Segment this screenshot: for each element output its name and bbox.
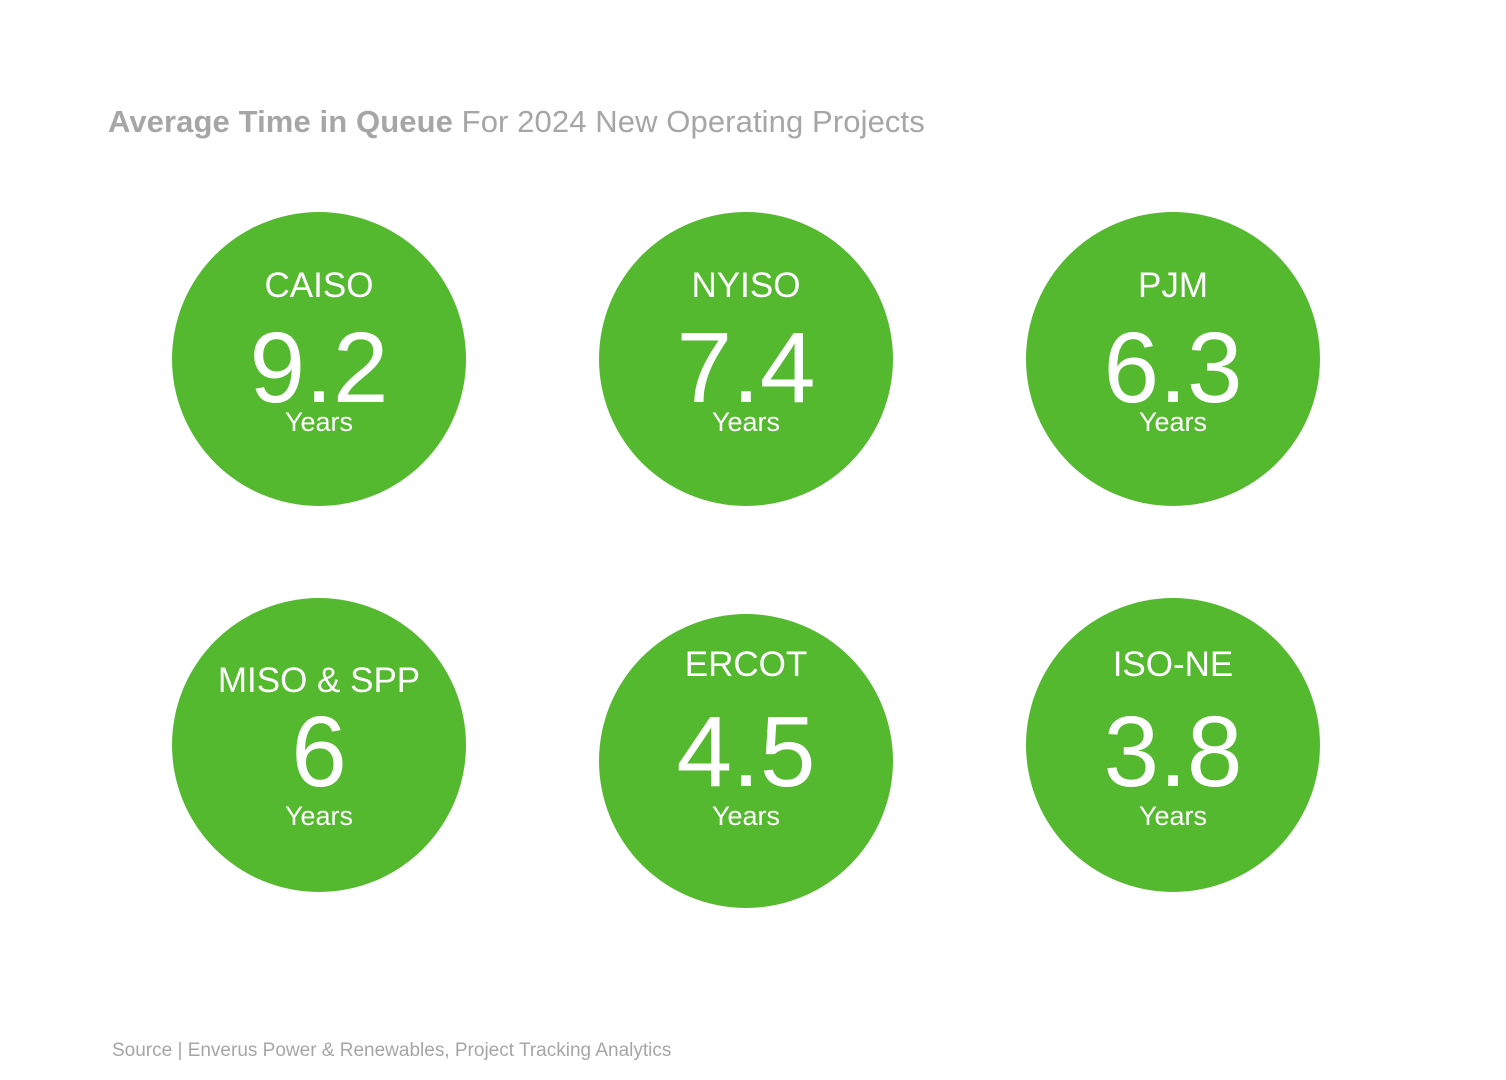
bubble-nyiso: NYISO 7.4 Years — [599, 212, 893, 506]
bubble-value: 6.3 — [1103, 312, 1243, 424]
chart-title-rest: For 2024 New Operating Projects — [461, 104, 925, 139]
bubble-value: 6 — [291, 696, 347, 808]
bubble-region-label: MISO & SPP — [217, 661, 421, 700]
bubble-pjm: PJM 6.3 Years — [1026, 212, 1320, 506]
bubble-iso-ne: ISO-NE 3.8 Years — [1026, 598, 1320, 892]
bubble-unit-label: Years — [1138, 407, 1208, 437]
bubble-caiso: CAISO 9.2 Years — [172, 212, 466, 506]
source-note: Source | Enverus Power & Renewables, Pro… — [112, 1040, 672, 1061]
bubble-unit-label: Years — [284, 801, 354, 831]
bubble-unit-label: Years — [711, 801, 781, 831]
bubble-region-label: ISO-NE — [1112, 645, 1234, 684]
bubble-region-label: PJM — [1138, 266, 1208, 305]
bubble-value: 3.8 — [1103, 696, 1243, 808]
chart-title-bold: Average Time in Queue — [108, 104, 453, 139]
chart-title: Average Time in Queue For 2024 New Opera… — [108, 104, 925, 140]
bubble-region-label: ERCOT — [684, 645, 808, 684]
bubble-value: 7.4 — [676, 312, 816, 424]
bubble-unit-label: Years — [284, 407, 354, 437]
bubble-region-label: NYISO — [691, 266, 801, 305]
bubble-region-label: CAISO — [264, 266, 374, 305]
bubble-unit-label: Years — [1138, 801, 1208, 831]
bubble-ercot: ERCOT 4.5 Years — [599, 614, 893, 908]
bubble-unit-label: Years — [711, 407, 781, 437]
bubble-value: 4.5 — [676, 696, 816, 808]
bubble-value: 9.2 — [249, 312, 389, 424]
bubble-miso-spp: MISO & SPP 6 Years — [172, 598, 466, 892]
